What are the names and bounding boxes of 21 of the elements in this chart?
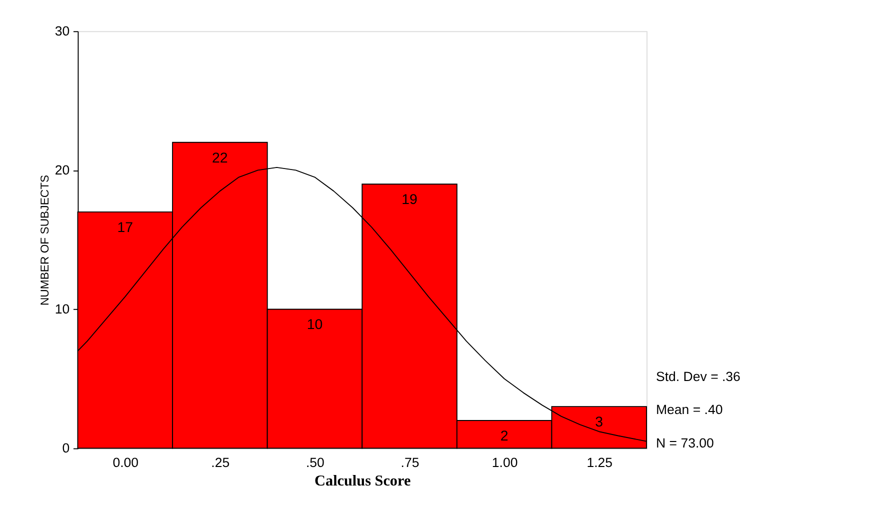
data-label: 2: [500, 428, 508, 444]
x-tick-label: 1.00: [492, 454, 518, 470]
y-tick-label: 0: [62, 440, 70, 456]
y-axis-title: NUMBER OF SUBJECTS: [39, 174, 52, 306]
y-tick-label: 20: [54, 162, 70, 178]
x-tick-label: .25: [211, 454, 230, 470]
data-label: 22: [212, 150, 228, 166]
x-tick-label: .50: [306, 454, 324, 470]
text: N = 73.00: [656, 435, 714, 450]
text: Std. Dev = .36: [656, 368, 740, 384]
data-label: 10: [306, 317, 323, 334]
text: Mean = .40: [656, 402, 723, 418]
y-tick-label: 10: [54, 302, 70, 317]
x-axis-title: Calculus Score: [314, 472, 411, 490]
data-label: 3: [595, 414, 604, 430]
y-tick-label: 30: [54, 23, 70, 38]
x-tick-label: 1.25: [586, 454, 613, 470]
x-tick-label: 0.00: [112, 454, 139, 470]
x-tick-label: .75: [400, 454, 420, 470]
data-label: 17: [117, 220, 134, 236]
data-label: 19: [402, 192, 418, 208]
